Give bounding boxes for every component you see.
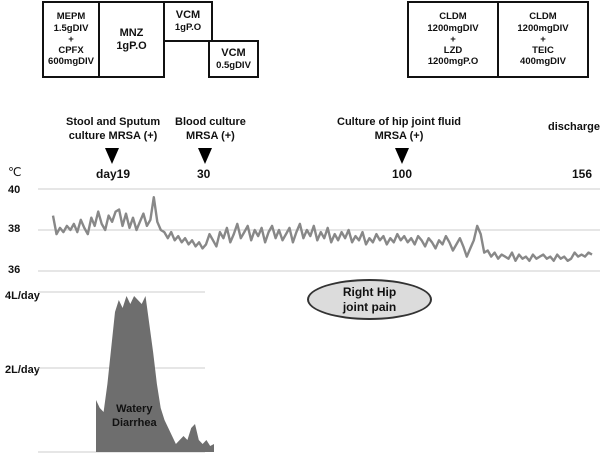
temp-unit-label: ℃ [8,165,22,179]
diarrhea-tick-2: 2L/day [5,364,40,376]
temp-tick-38: 38 [8,223,21,235]
treatment-vcm-div: VCM 0.5gDIV [208,40,259,78]
event-line: culture MRSA (+) [68,130,158,143]
treatment-line: + [68,33,74,45]
event-line: Stool and Sputum [66,116,161,128]
treatment-line: + [450,33,456,45]
treatment-mepm-cpfx: MEPM 1.5gDIV + CPFX 600mgDIV [42,1,100,78]
treatment-line: 1200mgDIV [427,22,479,34]
treatment-line: VCM [221,46,246,59]
treatment-cldm-teic: CLDM 1200mgDIV + TEIC 400mgDIV [497,1,589,78]
treatment-line: MEPM [56,11,86,23]
event-blood-culture: Blood culture MRSA (+) [175,115,246,144]
diarrhea-tick-4: 4L/day [5,290,40,302]
marker-day100-arrow [395,148,409,164]
treatment-line: 1200mgDIV [517,22,569,34]
treatment-line: 1.5gDIV [53,22,89,34]
hip-pain-ellipse: Right Hip joint pain [307,279,432,320]
treatment-line: CPFX [58,45,84,57]
treatment-line: VCM [175,9,201,22]
treatment-line: CLDM [439,11,467,23]
treatment-line: CLDM [529,11,557,23]
diarrhea-area [96,296,214,452]
event-hip-fluid: Culture of hip joint fluid MRSA (+) [337,115,461,144]
diarrhea-label: Watery Diarrhea [112,402,157,431]
diarrhea-label-line: Diarrhea [112,417,157,430]
treatment-line: 1gP.O [174,22,202,34]
day-label-100: 100 [392,167,413,181]
treatment-line: TEIC [532,45,554,57]
treatment-line: 600mgDIV [48,56,94,68]
treatment-line: + [540,33,546,45]
event-line: Blood culture [175,116,246,128]
treatment-line: MNZ [119,26,144,39]
event-stool-sputum: Stool and Sputum culture MRSA (+) [66,115,160,144]
temperature-line [51,195,593,262]
hip-pain-line: Right Hip [342,285,397,300]
treatment-vcm-po: VCM 1gP.O [163,1,213,42]
treatment-line: 1gP.O [116,39,147,52]
temp-tick-36: 36 [8,264,21,276]
treatment-line: 400mgDIV [520,56,566,68]
treatment-line: LZD [443,45,463,57]
treatment-mnz: MNZ 1gP.O [98,1,165,78]
hip-pain-line: joint pain [342,299,397,314]
treatment-line: 1200mgP.O [427,56,479,68]
treatment-cldm-lzd: CLDM 1200mgDIV + LZD 1200mgP.O [407,1,499,78]
temp-tick-40: 40 [8,184,21,196]
day-label-19: day19 [96,167,131,181]
event-line: Culture of hip joint fluid [337,116,462,128]
temp-grid [38,188,600,272]
day-label-30: 30 [197,167,211,181]
marker-day30-arrow [198,148,212,164]
marker-day19-arrow [105,148,119,164]
event-line: MRSA (+) [374,130,424,143]
treatment-line: 0.5gDIV [216,59,251,71]
day-label-156: 156 [572,167,593,181]
event-line: MRSA (+) [186,130,235,143]
event-discharge: discharge [548,121,600,133]
diarrhea-label-line: Watery [116,403,153,415]
